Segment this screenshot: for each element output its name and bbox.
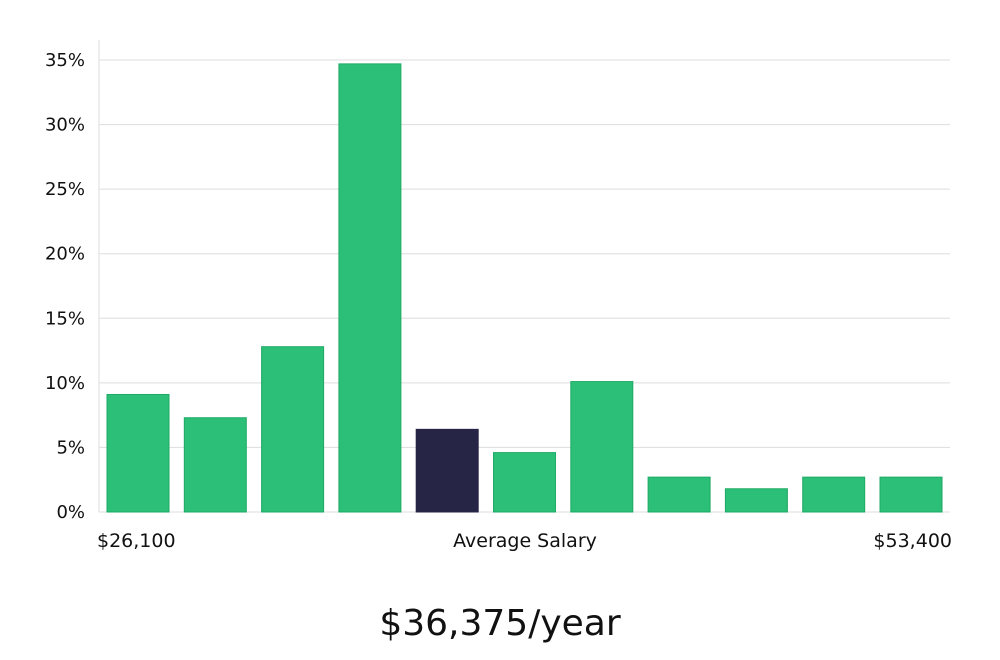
bar [879, 476, 943, 513]
bar [570, 381, 634, 513]
bar [106, 393, 170, 513]
x-axis-min-label: $26,100 [97, 530, 176, 552]
y-tick-label: 5% [56, 437, 85, 458]
bar [724, 488, 788, 513]
salary-distribution-chart: 0% 5% 10% 15% 20% 25% 30% 35% $26,100 Average S… [45, 40, 952, 552]
x-axis-max-label: $53,400 [873, 530, 952, 552]
y-tick-label: 15% [45, 308, 85, 329]
y-tick-label: 0% [56, 502, 85, 523]
average-salary-value: $36,375/year [379, 603, 621, 644]
y-tick-label: 25% [45, 179, 85, 200]
bar [261, 346, 325, 513]
y-tick-label: 30% [45, 115, 85, 136]
bar [802, 476, 866, 513]
y-tick-label: 20% [45, 244, 85, 265]
y-tick-label: 10% [45, 373, 85, 394]
y-axis-tick-labels: 0% 5% 10% 15% 20% 25% 30% 35% [45, 50, 85, 523]
bar [493, 452, 556, 513]
bar [647, 476, 711, 513]
y-tick-label: 35% [45, 50, 85, 71]
bar [338, 63, 402, 513]
bar-average-salary [415, 428, 479, 513]
x-axis-center-label: Average Salary [453, 530, 597, 552]
bars [106, 63, 943, 513]
bar [183, 417, 247, 513]
